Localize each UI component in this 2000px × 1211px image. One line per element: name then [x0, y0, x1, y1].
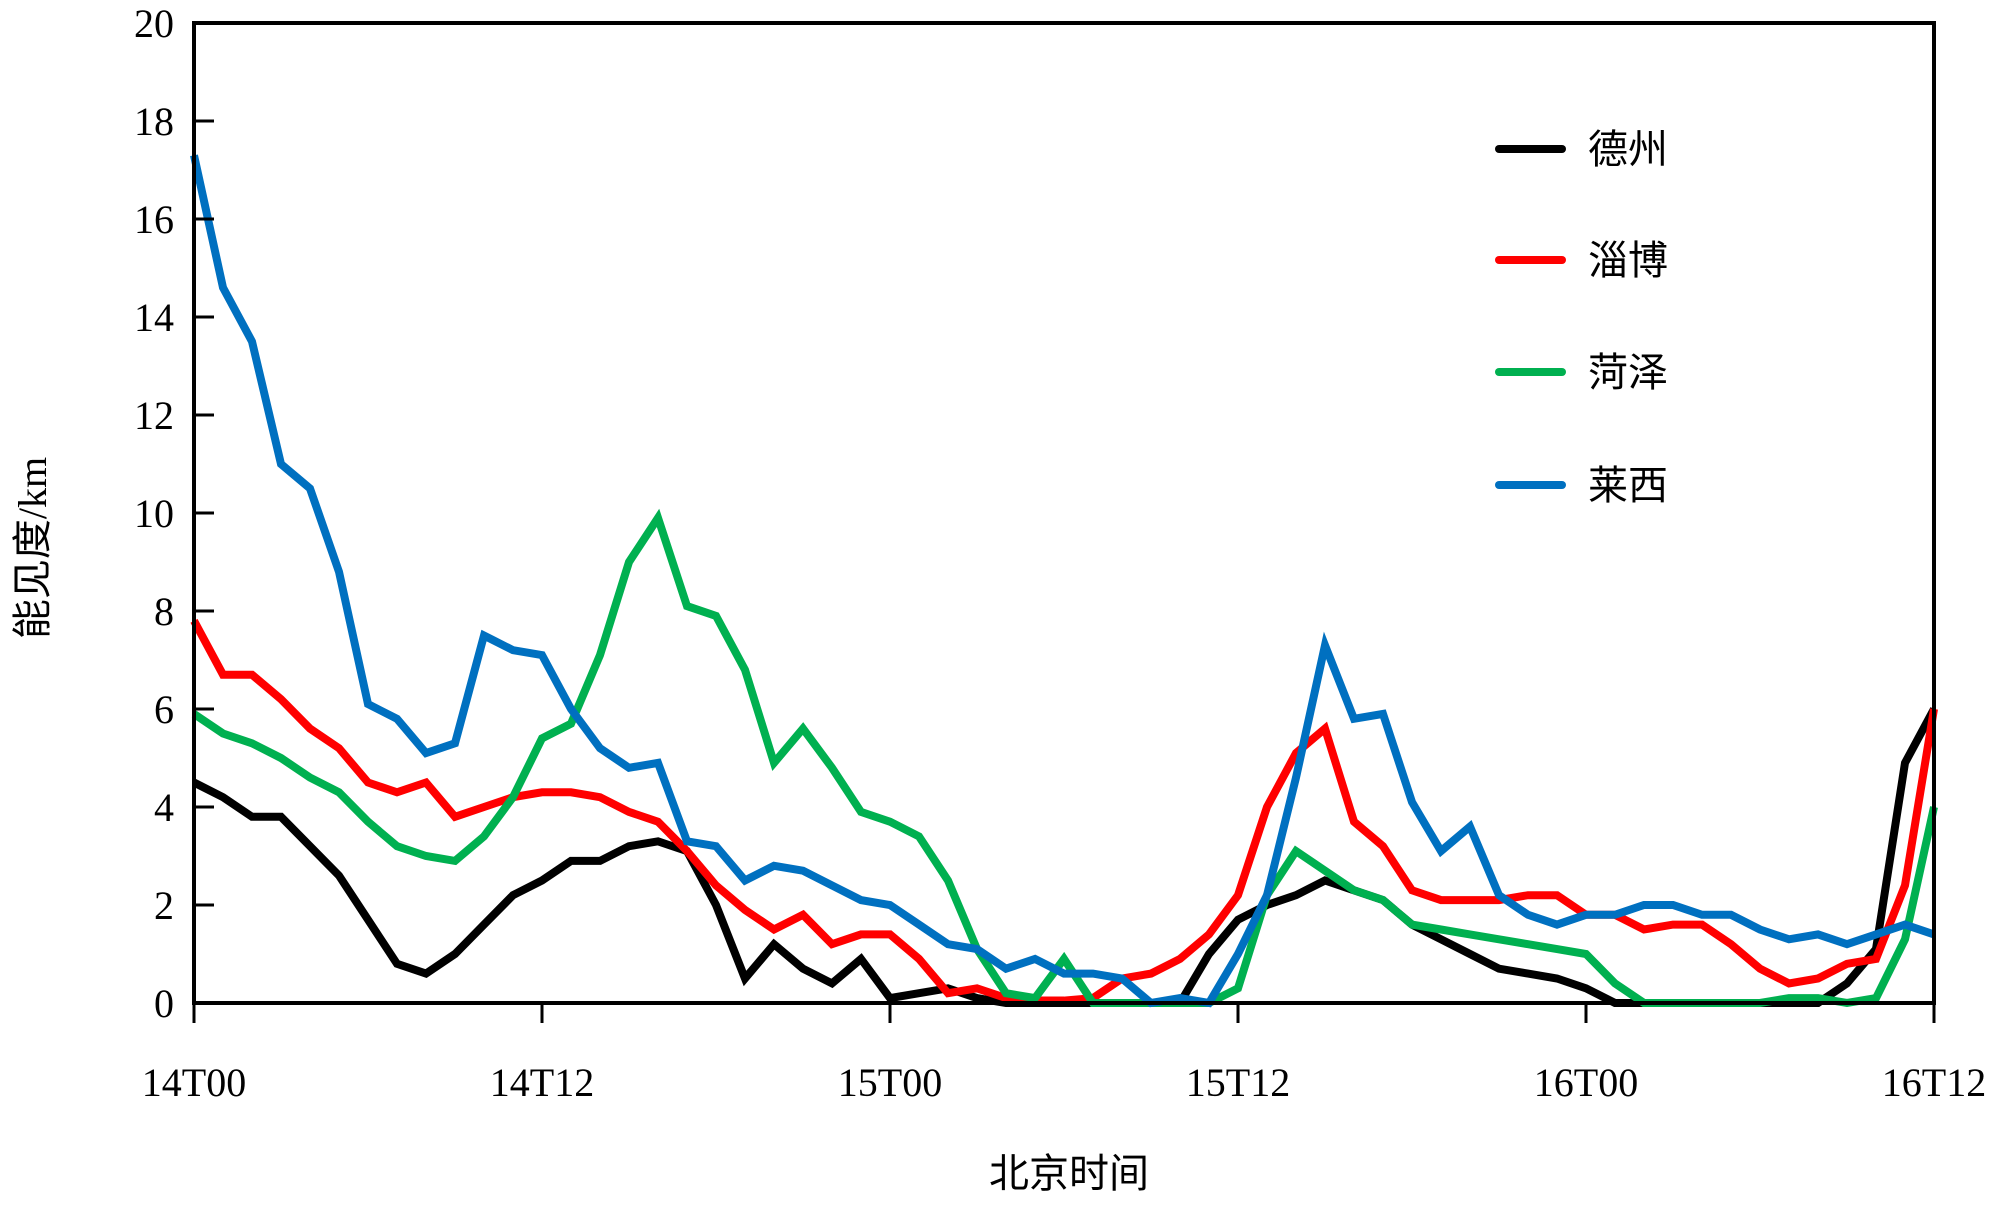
series-line-2 [190, 618, 1938, 1005]
x-tick-label: 15T12 [1186, 1060, 1290, 1105]
series-layer [190, 154, 1938, 1008]
y-tick-label: 4 [154, 785, 174, 830]
y-tick-label: 10 [134, 491, 174, 536]
x-tick-label: 14T00 [142, 1060, 246, 1105]
y-tick-label: 14 [134, 295, 174, 340]
y-axis-ticks: 0 2 4 6 8 10 12 14 16 18 20 [134, 1, 214, 1026]
y-tick-label: 2 [154, 883, 174, 928]
legend-label: 菏泽 [1588, 350, 1668, 395]
x-tick-label: 16T00 [1534, 1060, 1638, 1105]
x-axis-label: 北京时间 [989, 1151, 1149, 1196]
y-tick-label: 20 [134, 1, 174, 46]
x-axis-ticks: 14T00 14T12 15T00 15T12 16T00 16T12 [142, 1003, 1986, 1105]
x-tick-label: 15T00 [838, 1060, 942, 1105]
y-tick-label: 16 [134, 197, 174, 242]
y-tick-label: 0 [154, 981, 174, 1026]
legend-label: 淄博 [1588, 238, 1668, 283]
y-axis-label: 能见度/km [10, 457, 55, 639]
y-tick-label: 12 [134, 393, 174, 438]
legend-label: 莱西 [1588, 463, 1668, 508]
y-tick-label: 18 [134, 99, 174, 144]
y-tick-label: 6 [154, 687, 174, 732]
series-line-3 [191, 508, 1938, 1008]
y-tick-label: 8 [154, 589, 174, 634]
x-tick-label: 16T12 [1882, 1060, 1986, 1105]
series-line-4 [190, 154, 1936, 1008]
x-tick-label: 14T12 [490, 1060, 594, 1105]
legend-label: 德州 [1588, 127, 1668, 172]
